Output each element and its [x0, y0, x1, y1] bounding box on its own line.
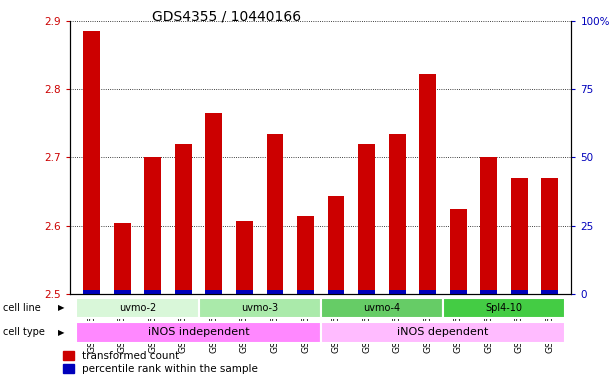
Legend: transformed count, percentile rank within the sample: transformed count, percentile rank withi…: [64, 351, 258, 374]
Text: ▶: ▶: [57, 303, 64, 313]
Bar: [114, 290, 131, 294]
Bar: [236, 221, 253, 294]
Text: uvmo-3: uvmo-3: [241, 303, 278, 313]
Bar: [83, 290, 100, 294]
Text: GDS4355 / 10440166: GDS4355 / 10440166: [152, 10, 301, 23]
Bar: [83, 31, 100, 294]
Text: ▶: ▶: [57, 328, 64, 337]
Bar: [541, 290, 558, 294]
Bar: [321, 322, 565, 343]
Bar: [327, 196, 345, 294]
Bar: [358, 290, 375, 294]
Bar: [321, 298, 443, 318]
Bar: [175, 290, 192, 294]
Bar: [480, 157, 497, 294]
Text: iNOS independent: iNOS independent: [148, 327, 249, 337]
Text: uvmo-2: uvmo-2: [119, 303, 156, 313]
Bar: [511, 178, 528, 294]
Bar: [175, 144, 192, 294]
Bar: [266, 290, 284, 294]
Bar: [144, 290, 161, 294]
Text: uvmo-4: uvmo-4: [364, 303, 400, 313]
Bar: [419, 74, 436, 294]
Text: cell line: cell line: [3, 303, 41, 313]
Bar: [205, 290, 222, 294]
Bar: [205, 113, 222, 294]
Bar: [266, 134, 284, 294]
Text: cell type: cell type: [3, 327, 45, 337]
Bar: [76, 322, 321, 343]
Bar: [297, 290, 314, 294]
Text: Spl4-10: Spl4-10: [486, 303, 522, 313]
Bar: [450, 209, 467, 294]
Bar: [76, 298, 199, 318]
Bar: [389, 290, 406, 294]
Bar: [297, 216, 314, 294]
Bar: [114, 223, 131, 294]
Bar: [389, 134, 406, 294]
Bar: [144, 157, 161, 294]
Bar: [199, 298, 321, 318]
Bar: [450, 290, 467, 294]
Bar: [511, 290, 528, 294]
Bar: [480, 290, 497, 294]
Bar: [236, 290, 253, 294]
Bar: [358, 144, 375, 294]
Bar: [419, 290, 436, 294]
Bar: [443, 298, 565, 318]
Bar: [327, 290, 345, 294]
Text: iNOS dependent: iNOS dependent: [397, 327, 489, 337]
Bar: [541, 178, 558, 294]
